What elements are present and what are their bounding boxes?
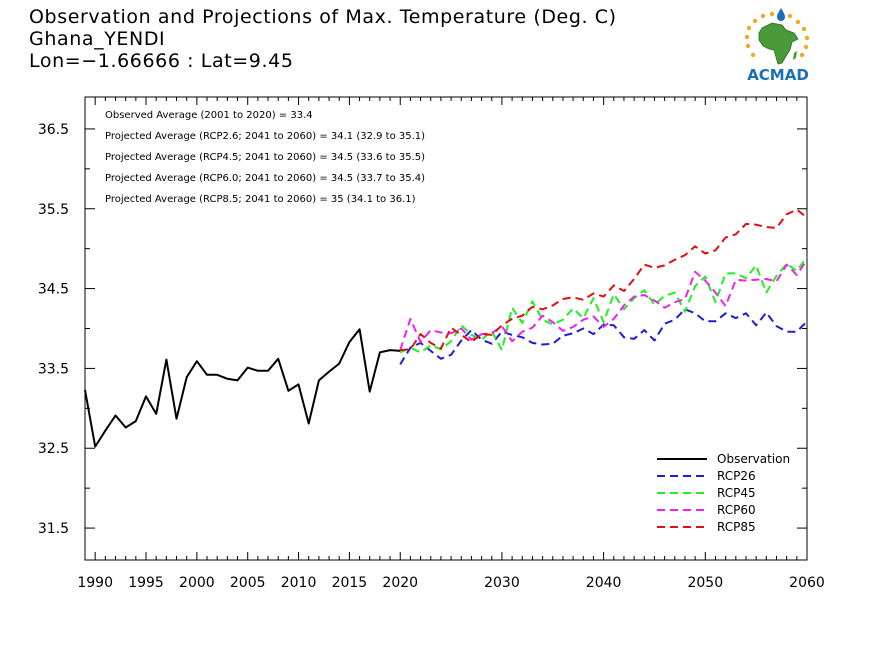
series-line-rcp45 [399, 256, 808, 354]
acmad-logo: ACMAD [744, 8, 810, 84]
x-tick-label: 1995 [128, 575, 164, 591]
y-tick-label: 35.5 [38, 202, 69, 218]
chart-title: Observation and Projections of Max. Temp… [29, 6, 617, 28]
africa-map-icon [758, 22, 799, 65]
chart-annotations: Observed Average (2001 to 2020) = 33.4 Pr… [105, 110, 425, 205]
legend-label-rcp45: RCP45 [717, 486, 756, 500]
legend-label-observation: Observation [717, 452, 790, 466]
x-tick-label: 2000 [179, 575, 215, 591]
x-tick-label: 2010 [281, 575, 317, 591]
madagascar-icon [793, 51, 797, 60]
x-tick-label: 2040 [586, 575, 622, 591]
station-name: Ghana_YENDI [29, 28, 166, 50]
sun-rays-icon [744, 11, 810, 58]
series-line-rcp26 [399, 308, 808, 365]
chart-axes: 31.5 32.5 33.5 34.5 35.5 36.5 1990 1995 2000 2005… [38, 97, 825, 591]
annotation-line: Projected Average (RCP8.5; 2041 to 2060)… [105, 194, 416, 205]
x-tick-label: 2050 [687, 575, 723, 591]
y-tick-label: 36.5 [38, 122, 69, 138]
station-coordinates: Lon=−1.66666 : Lat=9.45 [29, 50, 294, 72]
series-line-rcp85 [400, 208, 808, 352]
legend-label-rcp60: RCP60 [717, 503, 756, 517]
logo-text: ACMAD [747, 66, 809, 84]
x-tick-label: 2060 [789, 575, 825, 591]
annotation-line: Projected Average (RCP2.6; 2041 to 2060)… [105, 131, 425, 142]
y-tick-label: 33.5 [38, 361, 69, 377]
x-tick-label: 2005 [230, 575, 266, 591]
plot-frame [84, 96, 808, 561]
series-line-rcp60 [399, 259, 808, 351]
x-tick-label: 2030 [484, 575, 520, 591]
legend-label-rcp85: RCP85 [717, 520, 756, 534]
y-tick-label: 31.5 [38, 521, 69, 537]
title-block: Observation and Projections of Max. Temp… [29, 6, 617, 72]
series-line-observation [84, 328, 401, 448]
chart-legend: Observation RCP26 RCP45 RCP60 RCP85 [657, 452, 790, 534]
x-tick-label: 2020 [382, 575, 418, 591]
annotation-line: Projected Average (RCP6.0; 2041 to 2060)… [105, 173, 425, 184]
annotation-line: Projected Average (RCP4.5; 2041 to 2060)… [105, 152, 425, 163]
legend-label-rcp26: RCP26 [717, 469, 756, 483]
annotation-line: Observed Average (2001 to 2020) = 33.4 [105, 110, 313, 121]
y-tick-label: 32.5 [38, 441, 69, 457]
x-tick-label: 2015 [332, 575, 368, 591]
x-tick-label: 1990 [77, 575, 113, 591]
chart-series [84, 208, 808, 448]
water-drop-icon [777, 8, 785, 21]
y-tick-label: 34.5 [38, 282, 69, 298]
